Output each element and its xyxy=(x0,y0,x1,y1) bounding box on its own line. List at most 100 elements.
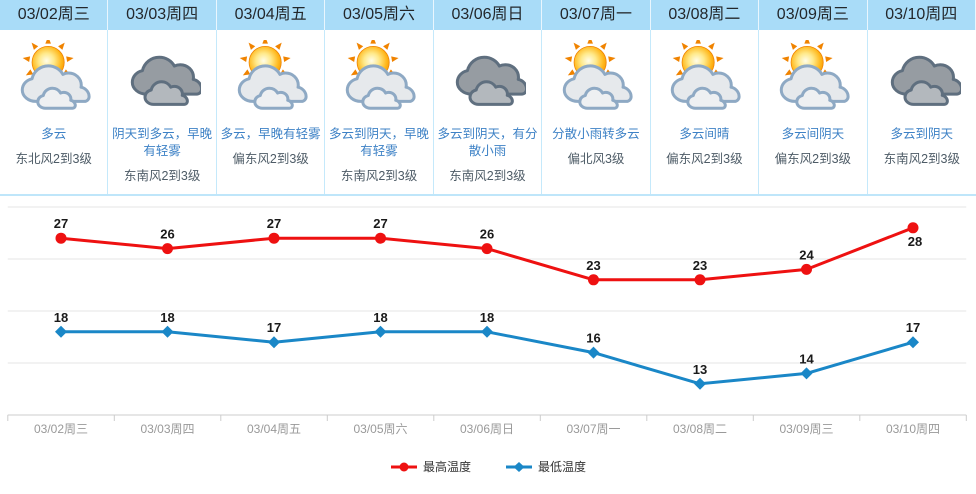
weather-description: 分散小雨转多云 xyxy=(552,127,640,141)
data-label: 26 xyxy=(160,227,174,242)
wind-description: 东南风2到3级 xyxy=(883,151,960,166)
day-body: 多云间晴 偏东风2到3级 xyxy=(651,30,760,194)
x-axis-tick-label: 03/05周六 xyxy=(353,422,407,436)
wind-description: 东南风2到3级 xyxy=(449,168,526,183)
data-label: 27 xyxy=(373,216,387,231)
data-label: 18 xyxy=(160,310,174,325)
high-temp-point xyxy=(907,222,919,234)
day-body: 多云 东北风2到3级 xyxy=(0,30,109,194)
low-temp-series: 18 18 17 18 18 16 13 14 17 xyxy=(54,310,920,390)
high-temp-point xyxy=(694,274,706,286)
day-date-header: 03/10周四 xyxy=(867,0,976,30)
data-label: 14 xyxy=(799,351,814,366)
x-axis-tick-label: 03/07周一 xyxy=(566,422,620,436)
data-label: 16 xyxy=(586,331,600,346)
legend-item-high[interactable]: 最高温度 xyxy=(390,458,471,475)
x-axis-tick-label: 03/02周三 xyxy=(34,422,88,436)
day-body: 多云到阴天 东南风2到3级 xyxy=(868,30,976,194)
low-temp-point xyxy=(587,346,600,359)
weather-description: 多云到阴天 xyxy=(890,127,954,141)
low-temp-legend-marker-icon xyxy=(506,461,532,472)
sun-behind-clouds-icon xyxy=(651,32,758,126)
forecast-strip: 03/02周三 多云 东北风2到3级 03/03周四 阴天到多云，早晚有轻雾 东… xyxy=(0,0,976,196)
day-card[interactable]: 03/08周二 多云间晴 偏东风2到3级 xyxy=(650,0,760,194)
low-temp-point xyxy=(161,325,174,338)
legend-low-label: 最低温度 xyxy=(538,460,587,474)
day-body: 多云间阴天 偏东风2到3级 xyxy=(759,30,868,194)
data-label: 27 xyxy=(267,216,281,231)
day-card[interactable]: 03/05周六 多云到阴天，早晚有轻雾 东南风2到3级 xyxy=(325,0,434,194)
x-axis-tick-label: 03/08周二 xyxy=(673,422,727,436)
sun-behind-clouds-icon xyxy=(0,32,107,126)
day-card[interactable]: 03/03周四 阴天到多云，早晚有轻雾 东南风2到3级 xyxy=(108,0,217,194)
dark-clouds-icon xyxy=(434,32,541,126)
high-temp-point xyxy=(481,243,493,255)
weather-description: 阴天到多云，早晚有轻雾 xyxy=(112,127,213,158)
day-card[interactable]: 03/09周三 多云间阴天 偏东风2到3级 xyxy=(759,0,868,194)
day-body: 多云到阴天，早晚有轻雾 东南风2到3级 xyxy=(325,30,434,194)
sun-behind-clouds-icon xyxy=(542,32,649,126)
day-date-header: 03/06周日 xyxy=(433,0,543,30)
data-label: 13 xyxy=(693,362,707,377)
day-date-header: 03/04周五 xyxy=(216,0,326,30)
high-temp-point xyxy=(268,232,280,244)
data-label: 24 xyxy=(799,247,814,262)
weather-description: 多云间晴 xyxy=(679,127,730,141)
day-date-header: 03/02周三 xyxy=(0,0,109,30)
weather-description: 多云到阴天，早晚有轻雾 xyxy=(329,127,430,158)
day-card[interactable]: 03/07周一 分散小雨转多云 偏北风3级 xyxy=(542,0,651,194)
day-card[interactable]: 03/04周五 多云，早晚有轻雾 偏东风2到3级 xyxy=(216,0,326,194)
high-temp-point xyxy=(588,274,599,286)
day-body: 多云到阴天，有分散小雨 东南风2到3级 xyxy=(434,30,543,194)
day-date-header: 03/03周四 xyxy=(108,0,217,30)
high-temp-series: 27 26 27 27 26 23 23 24 28 xyxy=(54,216,922,286)
day-card[interactable]: 03/10周四 多云到阴天 东南风2到3级 xyxy=(867,0,976,194)
low-temp-point xyxy=(55,325,67,338)
low-temp-point xyxy=(800,367,813,380)
weather-description: 多云 xyxy=(41,127,67,141)
legend-high-label: 最高温度 xyxy=(422,460,471,474)
day-body: 阴天到多云，早晚有轻雾 东南风2到3级 xyxy=(108,30,217,194)
low-temp-point xyxy=(694,377,706,390)
sun-behind-clouds-icon xyxy=(217,32,324,126)
data-label: 26 xyxy=(480,227,494,242)
data-label: 23 xyxy=(586,258,600,273)
wind-description: 偏东风2到3级 xyxy=(774,151,852,166)
high-temp-point xyxy=(801,263,812,275)
data-label: 17 xyxy=(906,320,920,335)
data-label: 23 xyxy=(693,258,707,273)
weather-description: 多云，早晚有轻雾 xyxy=(220,127,321,141)
wind-description: 偏北风3级 xyxy=(567,151,625,166)
high-temp-point xyxy=(162,243,173,255)
day-card[interactable]: 03/02周三 多云 东北风2到3级 xyxy=(0,0,109,194)
low-temp-point xyxy=(907,336,919,349)
dark-clouds-icon xyxy=(868,32,976,126)
high-temp-point xyxy=(55,232,67,244)
data-label: 18 xyxy=(480,310,494,325)
sun-behind-clouds-icon xyxy=(759,32,866,126)
data-label: 28 xyxy=(908,234,922,249)
x-axis-tick-label: 03/10周四 xyxy=(886,422,940,436)
day-card[interactable]: 03/06周日 多云到阴天，有分散小雨 东南风2到3级 xyxy=(433,0,543,194)
data-label: 17 xyxy=(267,320,281,335)
weather-description: 多云间阴天 xyxy=(781,127,845,141)
day-body: 多云，早晚有轻雾 偏东风2到3级 xyxy=(217,30,326,194)
wind-description: 偏东风2到3级 xyxy=(232,151,309,166)
gridlines xyxy=(7,206,967,364)
day-body: 分散小雨转多云 偏北风3级 xyxy=(542,30,651,194)
wind-description: 偏东风2到3级 xyxy=(666,151,743,166)
low-temp-point xyxy=(374,325,387,338)
legend-item-low[interactable]: 最低温度 xyxy=(505,458,586,475)
temperature-chart: 03/02周三 03/03周四 03/04周五 03/05周六 03/06周日 03/07… xyxy=(0,196,976,446)
day-date-header: 03/05周六 xyxy=(325,0,434,30)
high-temp-point xyxy=(375,232,386,244)
x-axis: 03/02周三 03/03周四 03/04周五 03/05周六 03/06周日 03/07… xyxy=(7,414,967,436)
x-axis-tick-label: 03/04周五 xyxy=(247,422,301,436)
chart-legend: 最高温度 最低温度 xyxy=(0,458,976,475)
temperature-chart-canvas[interactable]: 03/02周三 03/03周四 03/04周五 03/05周六 03/06周日 03/07… xyxy=(0,196,976,446)
day-date-header: 03/07周一 xyxy=(542,0,651,30)
wind-description: 东南风2到3级 xyxy=(123,168,201,183)
x-axis-tick-label: 03/09周三 xyxy=(779,422,833,436)
wind-description: 东北风2到3级 xyxy=(15,151,92,166)
